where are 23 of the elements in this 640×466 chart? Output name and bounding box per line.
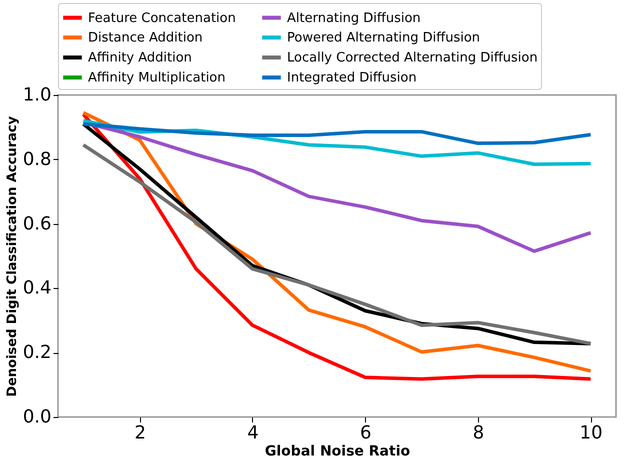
- legend-label: Affinity Addition: [88, 50, 192, 66]
- x-tick-label: 4: [247, 422, 259, 444]
- legend-label: Feature Concatenation: [88, 10, 236, 26]
- legend-label: Locally Corrected Alternating Diffusion: [287, 50, 538, 66]
- y-tick-label: 0.2: [22, 342, 52, 364]
- y-tick-label: 0.6: [22, 213, 52, 234]
- legend-label: Distance Addition: [88, 30, 203, 46]
- legend-label: Integrated Diffusion: [287, 70, 417, 86]
- x-tick-label: 10: [580, 422, 603, 444]
- x-axis-title: Global Noise Ratio: [264, 444, 410, 460]
- legend-label: Alternating Diffusion: [287, 10, 421, 26]
- x-tick-label: 8: [472, 422, 484, 444]
- line-series: [82, 122, 592, 146]
- y-tick-label: 0.0: [22, 406, 52, 428]
- x-tick-label: 6: [360, 422, 372, 444]
- legend-label: Affinity Multiplication: [88, 70, 226, 86]
- legend-label: Powered Alternating Diffusion: [287, 30, 480, 46]
- y-axis-title: Denoised Digit Classification Accuracy: [4, 116, 20, 397]
- y-tick-label: 0.8: [22, 148, 52, 170]
- x-tick-label: 2: [134, 422, 146, 444]
- y-tick-label: 0.4: [22, 278, 52, 299]
- line-series: [82, 120, 592, 253]
- y-tick-label: 1.0: [22, 84, 52, 106]
